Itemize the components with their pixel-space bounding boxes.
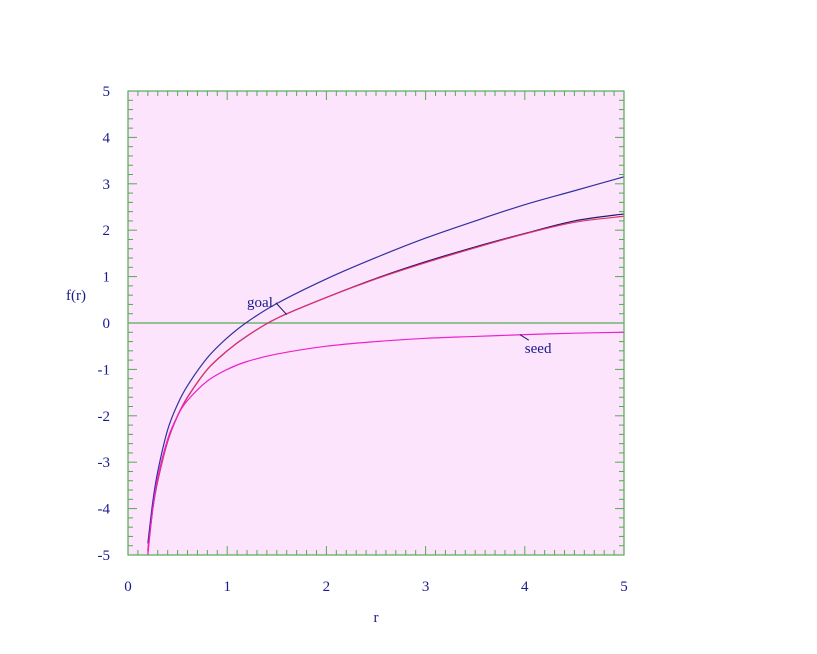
x-tick-label: 2 [323,579,331,595]
y-tick-label: 5 [103,84,111,100]
series-line-4 [147,331,625,556]
y-tick-label: -5 [98,548,111,564]
annotation-goal: goal [247,295,273,311]
annotation-leader-seed [519,334,530,341]
y-tick-label: 1 [103,270,111,286]
x-tick-labels: 0 1 2 3 4 5 [124,579,628,595]
y-tick-label: 4 [103,130,111,146]
y-tick-label: 3 [103,177,111,193]
y-tick-label: 0 [103,316,111,332]
y-tick-labels: 5 4 3 2 1 0 -1 -2 -3 -4 -5 [98,84,111,564]
y-tick-label: -2 [98,409,111,425]
annotation-leader-goal [275,302,288,315]
y-tick-label: -4 [98,502,111,518]
y-tick-label: 2 [103,223,111,239]
y-axis-title: f(r) [66,288,86,304]
series-group [147,176,625,556]
series-line-3 [147,215,625,551]
plot-frame [127,90,625,556]
x-tick-label: 5 [620,579,628,595]
x-tick-label: 3 [422,579,430,595]
series-line-1 [147,176,625,544]
x-tick-label: 1 [223,579,231,595]
y-tick-label: -3 [98,455,111,471]
x-tick-label: 0 [124,579,132,595]
x-tick-label: 4 [521,579,529,595]
y-tick-label: -1 [98,362,111,378]
annotations: goal seed [247,295,552,357]
minor-ticks [127,90,625,556]
annotation-seed: seed [525,341,552,357]
x-axis-title: r [374,610,379,626]
